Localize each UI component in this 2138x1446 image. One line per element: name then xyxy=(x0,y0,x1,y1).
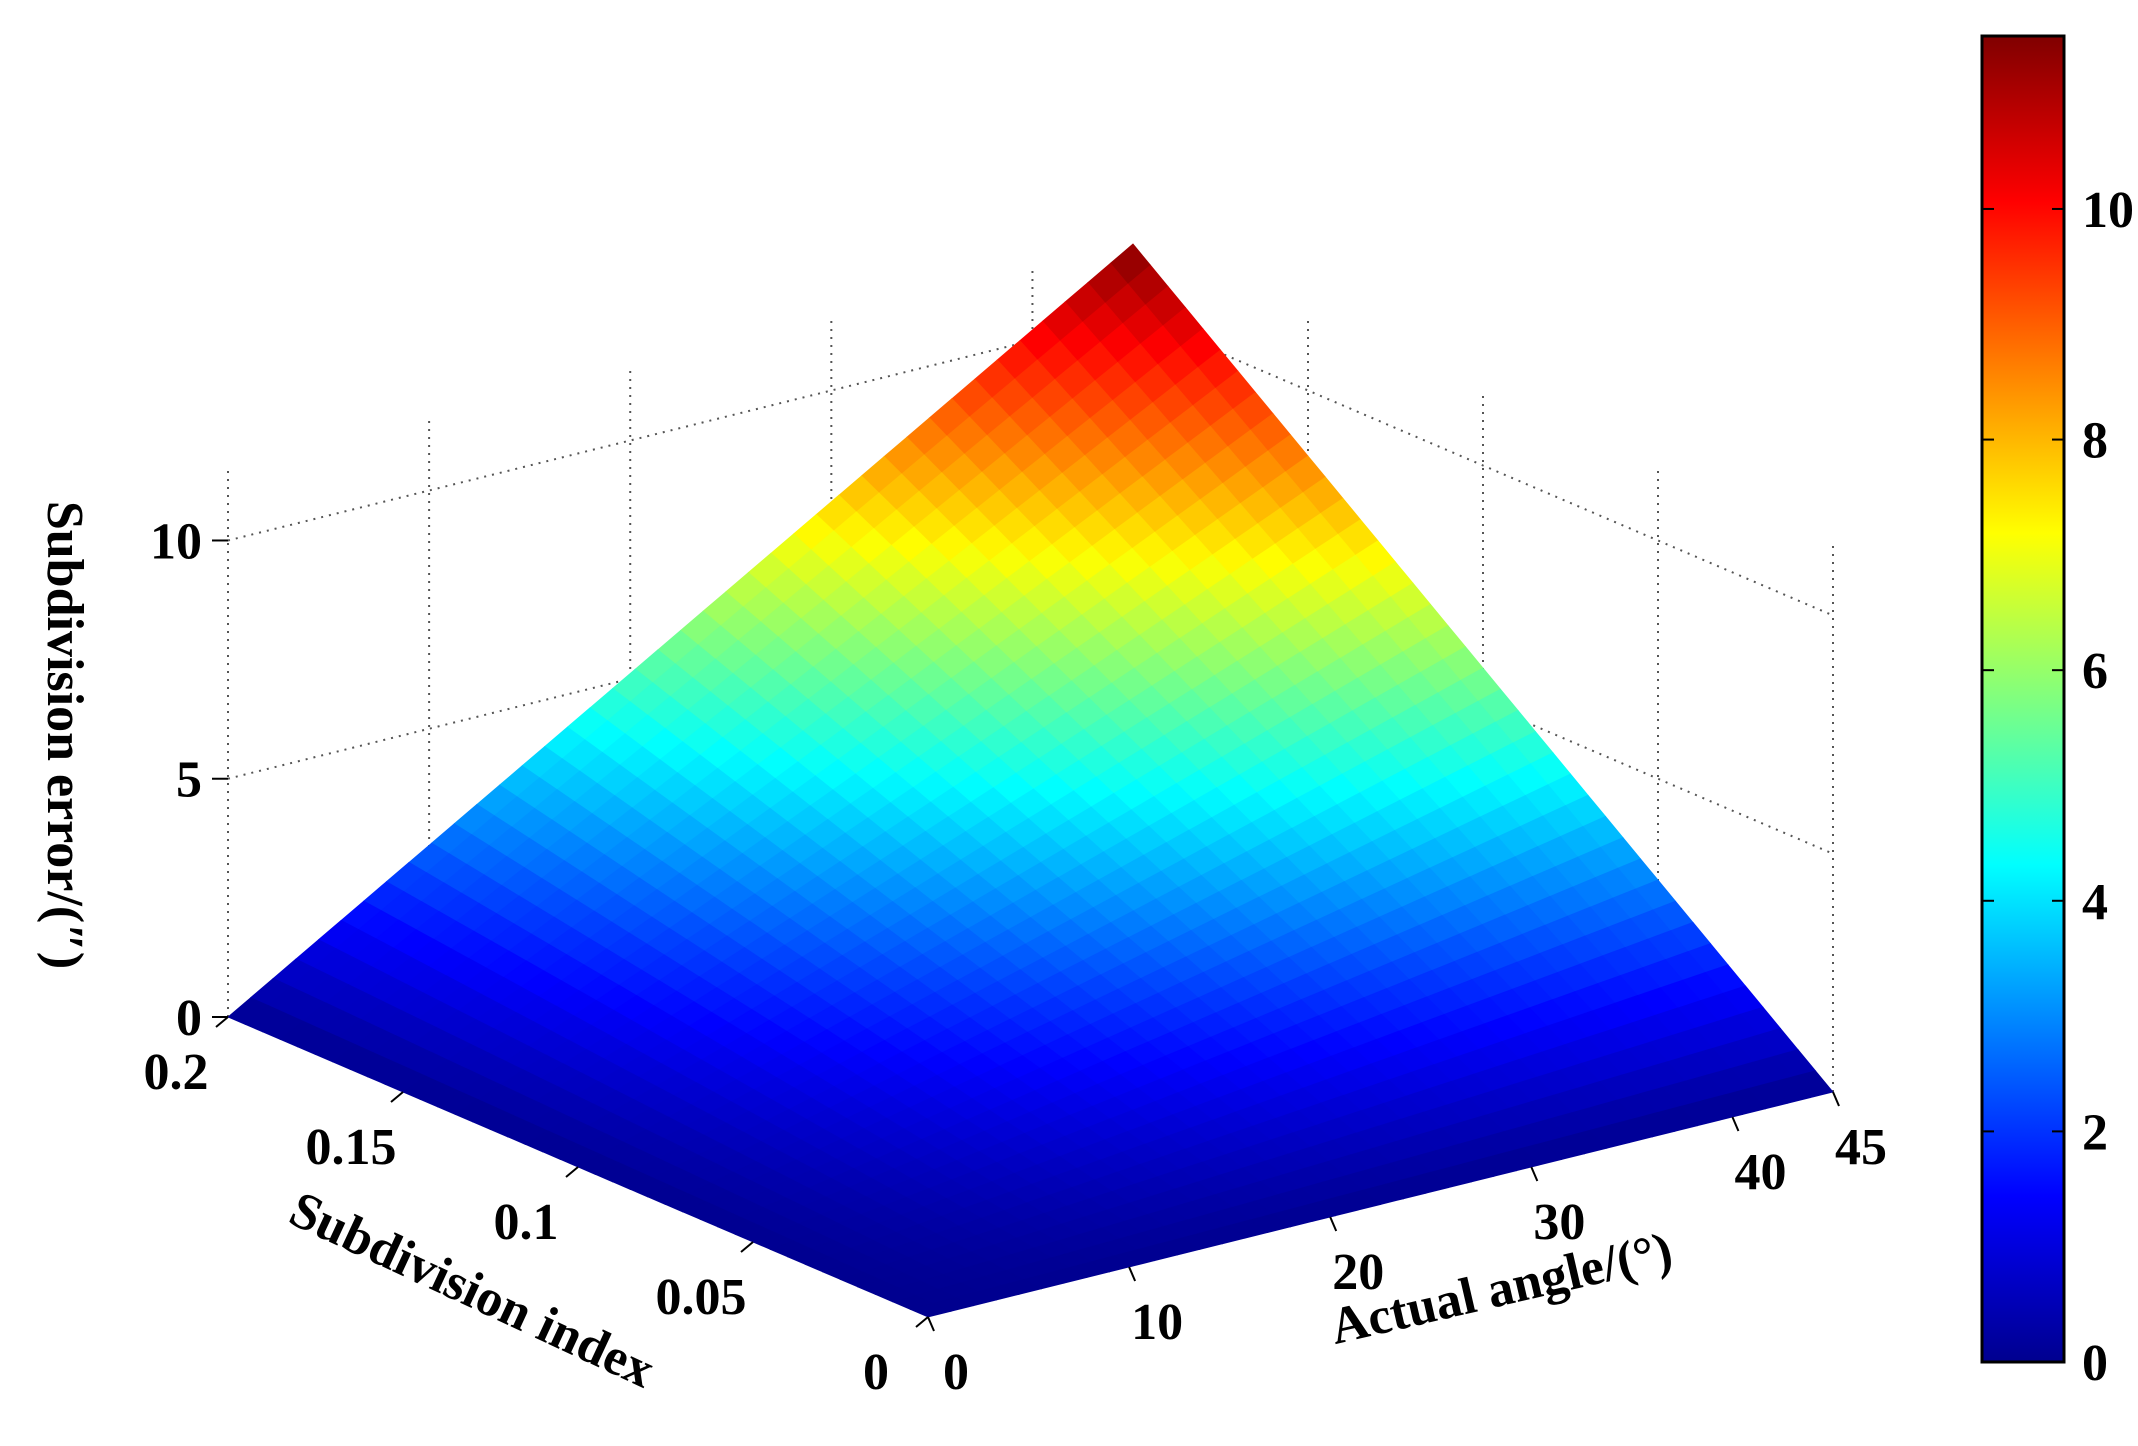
y-tick-label: 0.1 xyxy=(494,1194,559,1251)
z-tick-label: 5 xyxy=(176,752,202,809)
x-tick-label: 10 xyxy=(1131,1294,1183,1351)
x-tick-label: 45 xyxy=(1835,1119,1887,1176)
x-tick-label: 20 xyxy=(1332,1244,1384,1301)
y-tick-label: 0.05 xyxy=(656,1269,747,1326)
y-tick-label: 0.15 xyxy=(306,1119,397,1176)
grid-z-1 xyxy=(227,552,1834,855)
x-tick-mark xyxy=(1832,1091,1840,1107)
z-axis-label: Subdivision error/(″) xyxy=(36,501,93,969)
colorbar-ticks: 0 2 4 6 8 10 xyxy=(1982,182,2134,1392)
grid-z-2 xyxy=(227,314,1834,617)
colorbar: 0 2 4 6 8 10 xyxy=(1980,34,2134,1392)
x-tick-mark xyxy=(1329,1216,1338,1232)
y-tick-label: 0.2 xyxy=(144,1044,209,1101)
colorbar-tick-label: 0 xyxy=(2082,1335,2108,1392)
x-axis-label: Actual angle/(°) xyxy=(1325,1222,1678,1356)
x-tick-mark xyxy=(1530,1166,1539,1182)
x-tick-mark xyxy=(1128,1266,1137,1282)
colorbar-tick-label: 8 xyxy=(2082,413,2108,470)
colorbar-tick-label: 4 xyxy=(2082,874,2108,931)
x-tick-label: 30 xyxy=(1533,1194,1585,1251)
y-axis-label: Subdivision index xyxy=(281,1181,663,1399)
y-tick-mark xyxy=(915,1316,929,1328)
y-tick-label: 0 xyxy=(863,1344,889,1401)
x-tick-label: 40 xyxy=(1734,1144,1786,1201)
colorbar-tick-label: 6 xyxy=(2082,643,2108,700)
y-tick-mark xyxy=(740,1241,754,1253)
z-tick-label: 10 xyxy=(150,513,202,570)
y-tick-mark xyxy=(565,1166,579,1178)
x-tick-mark xyxy=(1731,1116,1740,1132)
colorbar-tick-label: 10 xyxy=(2082,182,2134,239)
z-tick-label: 0 xyxy=(176,990,202,1047)
colorbar-tick-label: 2 xyxy=(2082,1104,2108,1161)
surface-plot xyxy=(227,243,1834,1318)
x-tick-label: 0 xyxy=(943,1344,969,1401)
x-tick-mark xyxy=(927,1316,935,1332)
surface-patch xyxy=(909,1303,952,1318)
y-tick-mark xyxy=(215,1016,229,1028)
y-tick-mark xyxy=(390,1091,404,1103)
colorbar-gradient xyxy=(1982,36,2064,1362)
colorbar-frame xyxy=(1980,34,2066,1364)
